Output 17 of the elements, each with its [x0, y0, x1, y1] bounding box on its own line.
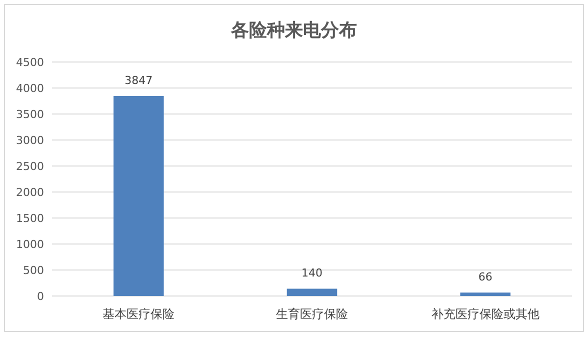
- ytick: 4000: [16, 82, 44, 95]
- ytick: 1500: [16, 212, 44, 225]
- ytick: 1000: [16, 238, 44, 251]
- category: 生育医疗保险: [276, 307, 348, 321]
- ytick: 2500: [16, 160, 44, 173]
- ytick: 500: [23, 264, 44, 277]
- ytick: 2000: [16, 186, 44, 199]
- data-label: 3847: [124, 74, 153, 87]
- data-label: 140: [302, 266, 322, 280]
- category: 基本医疗保险: [102, 307, 175, 321]
- data-label: 66: [478, 270, 492, 284]
- ytick: 0: [37, 290, 44, 303]
- category: 补充医疗保险或其他: [431, 307, 540, 321]
- ytick: 3000: [16, 134, 44, 147]
- ytick: 4500: [16, 56, 44, 69]
- ytick: 3500: [16, 108, 44, 121]
- title: 各险种来电分布: [231, 20, 357, 41]
